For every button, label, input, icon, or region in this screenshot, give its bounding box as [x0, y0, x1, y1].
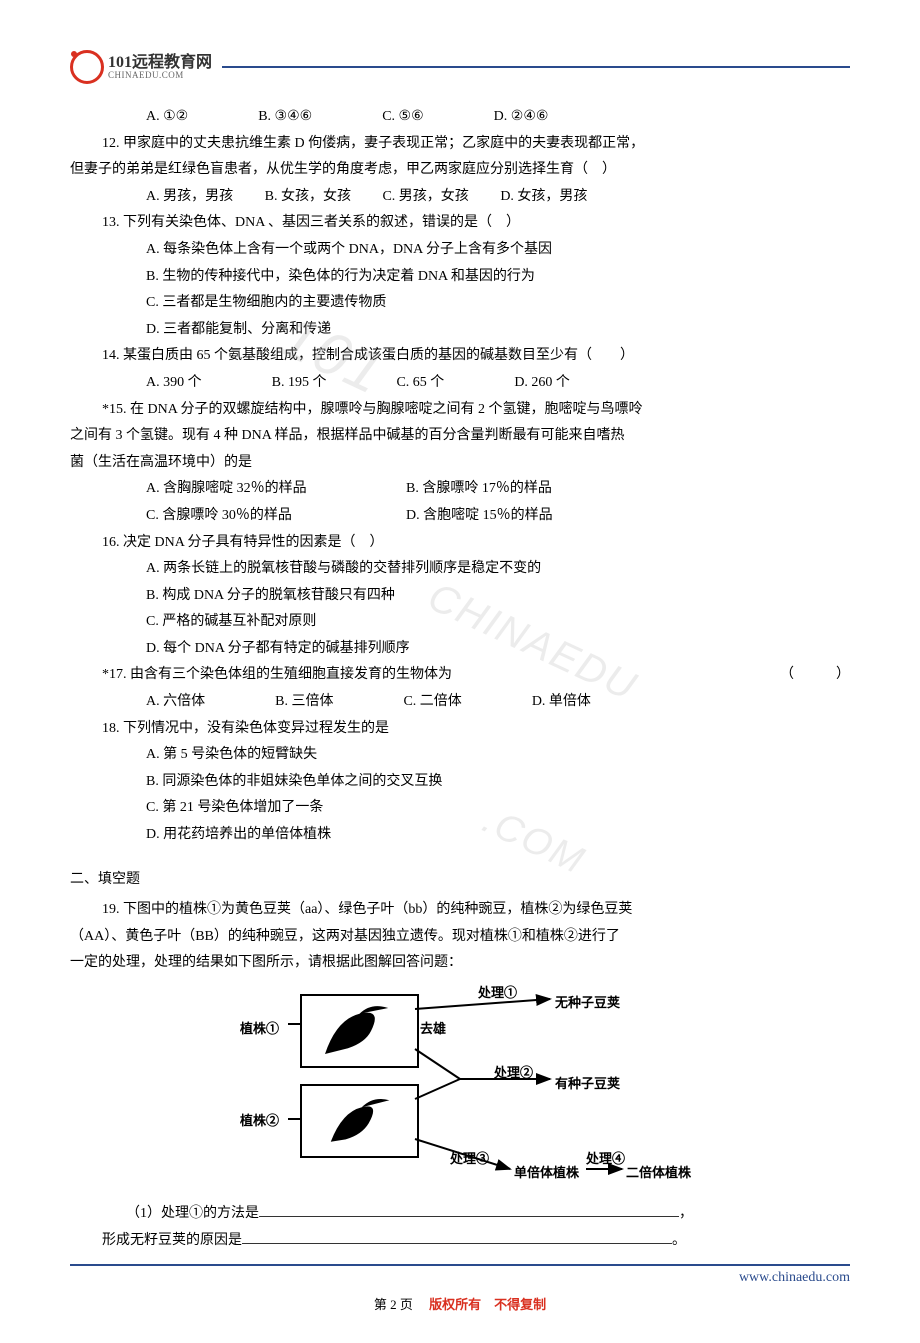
d-out4: 二倍体植株	[626, 1161, 691, 1186]
q19-l2: （AA）、黄色子叶（BB）的纯种豌豆，这两对基因独立遗传。现对植株①和植株②进行…	[70, 924, 850, 951]
q18-a: A. 第 5 号染色体的短臂缺失	[70, 742, 850, 769]
d-proc4: 处理④	[586, 1147, 625, 1172]
q11-c: C. ⑤⑥	[382, 104, 423, 131]
q14-d: D. 260 个	[514, 370, 570, 397]
q18-stem: 18. 下列情况中，没有染色体变异过程发生的是	[70, 716, 850, 743]
q19-blank2: 形成无籽豆荚的原因是 。	[70, 1228, 850, 1255]
q15-l1: *15. 在 DNA 分子的双螺旋结构中，腺嘌呤与胸腺嘧啶之间有 2 个氢键，胞…	[70, 397, 850, 424]
q16-stem: 16. 决定 DNA 分子具有特异性的因素是（ ）	[70, 530, 850, 557]
q18-c: C. 第 21 号染色体增加了一条	[70, 795, 850, 822]
q15-row1: A. 含胸腺嘧啶 32％的样品 B. 含腺嘌呤 17％的样品	[70, 476, 850, 503]
q15-c: C. 含腺嘌呤 30％的样品	[146, 503, 406, 530]
q18-b: B. 同源染色体的非姐妹染色单体之间的交叉互换	[70, 769, 850, 796]
page-suffix: 页	[397, 1297, 413, 1312]
logo-en: CHINAEDU.COM	[108, 71, 212, 80]
header-rule	[222, 66, 850, 68]
q13-b: B. 生物的传种接代中，染色体的行为决定着 DNA 和基因的行为	[70, 264, 850, 291]
q12-c: C. 男孩，女孩	[382, 189, 468, 204]
page-prefix: 第	[374, 1297, 390, 1312]
logo-cn: 101远程教育网	[108, 55, 212, 71]
q18-d: D. 用花药培养出的单倍体植株	[70, 822, 850, 849]
q11-d: D. ②④⑥	[494, 104, 549, 131]
q11-b: B. ③④⑥	[258, 104, 312, 131]
footer-page: 第 2 页 版权所有 不得复制	[70, 1294, 850, 1313]
content-body: A. ①② B. ③④⑥ C. ⑤⑥ D. ②④⑥ 12. 甲家庭中的丈夫患抗维…	[70, 104, 850, 1254]
footer-url: www.chinaedu.com	[70, 1266, 850, 1290]
q17-c: C. 二倍体	[403, 689, 461, 716]
q17-b: B. 三倍体	[275, 689, 333, 716]
q13-stem: 13. 下列有关染色体、DNA 、基因三者关系的叙述，错误的是（ ）	[70, 210, 850, 237]
q17-text: *17. 由含有三个染色体组的生殖细胞直接发育的生物体为	[102, 667, 452, 682]
q19-b1-tail: ，	[679, 1206, 693, 1221]
q16-c: C. 严格的碱基互补配对原则	[70, 609, 850, 636]
q13-c: C. 三者都是生物细胞内的主要遗传物质	[70, 290, 850, 317]
q19-l1: 19. 下图中的植株①为黄色豆荚（aa）、绿色子叶（bb）的纯种豌豆，植株②为绿…	[70, 897, 850, 924]
logo-icon	[70, 50, 104, 84]
q15-l2: 之间有 3 个氢键。现有 4 种 DNA 样品，根据样品中碱基的百分含量判断最有…	[70, 423, 850, 450]
q19-l3: 一定的处理，处理的结果如下图所示，请根据此图解回答问题：	[70, 950, 850, 977]
q19-diagram: 植株① 植株② 去雄 处理① 无种子豆荚	[250, 989, 670, 1189]
q16-b: B. 构成 DNA 分子的脱氧核苷酸只有四种	[70, 583, 850, 610]
q15-a: A. 含胸腺嘧啶 32％的样品	[146, 476, 406, 503]
q17-paren: （ ）	[748, 662, 850, 689]
logo: 101远程教育网 CHINAEDU.COM	[70, 50, 212, 84]
d-out2: 有种子豆荚	[555, 1072, 620, 1097]
q14-b: B. 195 个	[272, 370, 327, 397]
q15-row2: C. 含腺嘌呤 30％的样品 D. 含胞嘧啶 15％的样品	[70, 503, 850, 530]
q12-d: D. 女孩，男孩	[500, 189, 587, 204]
q14-c: C. 65 个	[396, 370, 444, 397]
d-proc1: 处理①	[478, 981, 517, 1006]
q19-b1-pre: （1）处理①的方法是	[126, 1206, 259, 1221]
q15-b: B. 含腺嘌呤 17％的样品	[406, 476, 552, 503]
q19-b2-tail: 。	[672, 1233, 686, 1248]
q12-options: A. 男孩，男孩 B. 女孩，女孩 C. 男孩，女孩 D. 女孩，男孩	[70, 184, 850, 211]
q12-b: B. 女孩，女孩	[265, 189, 351, 204]
copyright: 版权所有 不得复制	[429, 1297, 546, 1312]
q14-options: A. 390 个 B. 195 个 C. 65 个 D. 260 个	[70, 370, 850, 397]
q11-options: A. ①② B. ③④⑥ C. ⑤⑥ D. ②④⑥	[70, 104, 850, 131]
page-header: 101远程教育网 CHINAEDU.COM	[70, 50, 850, 84]
blank-2	[242, 1243, 672, 1244]
q16-a: A. 两条长链上的脱氧核苷酸与磷酸的交替排列顺序是稳定不变的	[70, 556, 850, 583]
q19-blank1: （1）处理①的方法是 ，	[70, 1201, 850, 1228]
q17-d: D. 单倍体	[532, 689, 591, 716]
q14-a: A. 390 个	[146, 370, 202, 397]
q14-stem: 14. 某蛋白质由 65 个氨基酸组成，控制合成该蛋白质的基因的碱基数目至少有（…	[70, 343, 850, 370]
q12-line1: 12. 甲家庭中的丈夫患抗维生素 D 佝偻病，妻子表现正常；乙家庭中的夫妻表现都…	[70, 131, 850, 158]
q12-line2: 但妻子的弟弟是红绿色盲患者，从优生学的角度考虑，甲乙两家庭应分别选择生育（ ）	[70, 157, 850, 184]
q12-a: A. 男孩，男孩	[146, 189, 233, 204]
q15-d: D. 含胞嘧啶 15％的样品	[406, 503, 553, 530]
blank-1	[259, 1216, 679, 1217]
q13-d: D. 三者都能复制、分离和传递	[70, 317, 850, 344]
d-proc3: 处理③	[450, 1147, 489, 1172]
q17-options: A. 六倍体 B. 三倍体 C. 二倍体 D. 单倍体	[70, 689, 850, 716]
d-out3: 单倍体植株	[514, 1161, 579, 1186]
d-out1: 无种子豆荚	[555, 991, 620, 1016]
section-2-title: 二、填空题	[70, 867, 850, 894]
d-proc2: 处理②	[494, 1061, 533, 1086]
q17-a: A. 六倍体	[146, 689, 205, 716]
q16-d: D. 每个 DNA 分子都有特定的碱基排列顺序	[70, 636, 850, 663]
q19-b2-pre: 形成无籽豆荚的原因是	[102, 1233, 242, 1248]
q13-a: A. 每条染色体上含有一个或两个 DNA，DNA 分子上含有多个基因	[70, 237, 850, 264]
q17-stem: *17. 由含有三个染色体组的生殖细胞直接发育的生物体为 （ ）	[70, 662, 850, 689]
q15-l3: 菌（生活在高温环境中）的是	[70, 450, 850, 477]
q11-a: A. ①②	[146, 104, 188, 131]
